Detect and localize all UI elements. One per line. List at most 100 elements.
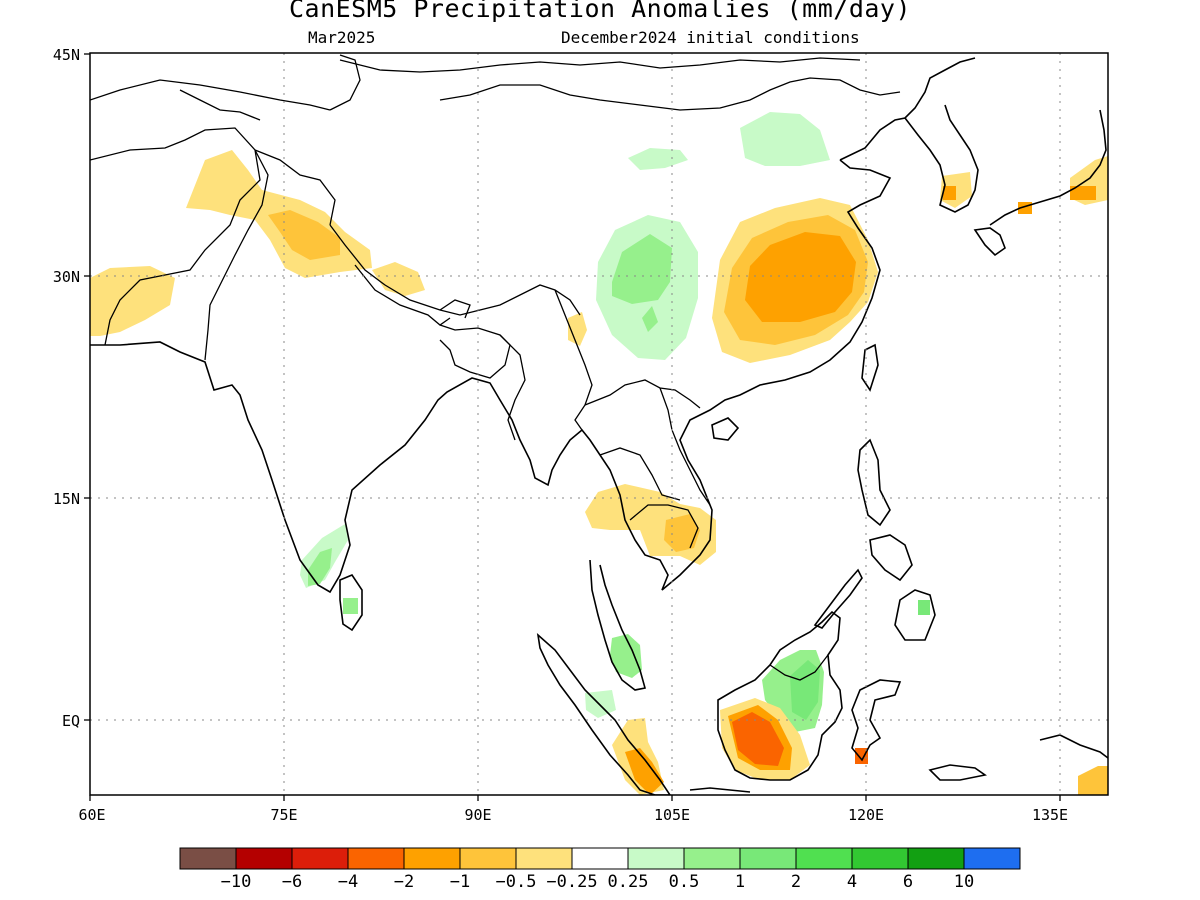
colorbar-label: −0.5 xyxy=(495,872,537,892)
anomaly-region-borneo-dry-core xyxy=(732,712,784,766)
anomaly-region-myanmar xyxy=(568,312,587,346)
coastlines xyxy=(90,57,1108,795)
initial-conditions: December2024 initial conditions xyxy=(561,28,860,47)
gridlines xyxy=(90,53,1108,795)
coastline-borneo xyxy=(717,610,843,781)
border-myanmar-china xyxy=(554,289,593,431)
coastline-palawan xyxy=(813,568,863,629)
colorbar-swatch xyxy=(459,847,517,870)
anomaly-region-new-guinea xyxy=(1078,766,1108,795)
anomaly-region-inner-mongolia xyxy=(740,112,830,166)
anomaly-region-cambodia xyxy=(664,514,700,552)
colorbar-label: 0.25 xyxy=(607,872,649,892)
colorbar-swatch xyxy=(235,847,293,870)
border-himalaya xyxy=(329,224,581,316)
colorbar-swatch xyxy=(683,847,741,870)
coastline-philippines-luzon xyxy=(857,438,891,527)
anomaly-region-nw-india-core xyxy=(268,210,340,260)
colorbar-label: 10 xyxy=(953,872,975,892)
border-tajik xyxy=(179,89,261,121)
colorbar-label: −4 xyxy=(337,872,359,892)
colorbar-swatch xyxy=(739,847,797,870)
lon-label-120e: 120E xyxy=(848,806,884,824)
coastline-malay-peninsula xyxy=(589,559,647,691)
anomaly-region-japan-core xyxy=(1070,186,1096,200)
anomaly-region-tibet-core xyxy=(612,234,672,304)
border-kazakh-china xyxy=(329,54,361,111)
lon-label-105e: 105E xyxy=(654,806,690,824)
border-bangladesh xyxy=(439,324,511,379)
border-china-laos xyxy=(584,379,701,409)
colorbar-label: 0.5 xyxy=(668,872,700,892)
anomaly-region-sri-lanka xyxy=(343,598,358,614)
map-title: CanESM5 Precipitation Anomalies (mm/day) xyxy=(288,0,912,23)
colorbar-label: 6 xyxy=(902,872,914,892)
colorbar-swatch xyxy=(403,847,461,870)
colorbar-label: −1 xyxy=(449,872,471,892)
border-laos-vietnam xyxy=(659,387,711,506)
coastline-hainan xyxy=(711,417,740,441)
lat-label-45n: 45N xyxy=(53,46,80,64)
colorbar-label: −10 xyxy=(220,872,252,892)
lon-label-135e: 135E xyxy=(1032,806,1068,824)
anomaly-region-philippines xyxy=(918,600,930,615)
colorbar-label: 4 xyxy=(846,872,858,892)
anomaly-region-nepal xyxy=(372,262,425,296)
lon-label-90e: 90E xyxy=(464,806,491,824)
forecast-month: Mar2025 xyxy=(308,28,376,47)
border-mongolia-china xyxy=(439,77,901,111)
coastline-korea xyxy=(904,104,979,213)
lat-label-eq: EQ xyxy=(62,712,80,730)
colorbar xyxy=(179,847,1021,870)
anomaly-region-south-india-core xyxy=(308,548,332,586)
coastline-sri-lanka xyxy=(339,574,363,632)
coastline-sulawesi xyxy=(851,679,902,762)
anomaly-region-malaysia xyxy=(610,634,642,678)
lat-label-15n: 15N xyxy=(53,490,80,508)
anomaly-region-south-china-core xyxy=(745,232,856,322)
colorbar-swatch xyxy=(627,847,685,870)
anomaly-shading xyxy=(90,112,1108,795)
tick-marks xyxy=(84,53,1061,801)
coastline-philippines-mindanao xyxy=(894,589,936,641)
anomaly-region-borneo-wet-core xyxy=(790,660,820,720)
coastline-new-guinea xyxy=(1039,734,1108,759)
border-russia-mongolia xyxy=(339,57,861,73)
colorbar-label: −6 xyxy=(281,872,303,892)
colorbar-swatch xyxy=(963,847,1021,870)
map-frame xyxy=(89,52,1109,796)
border-myanmar-india xyxy=(499,334,526,441)
colorbar-swatch xyxy=(571,847,629,870)
colorbar-swatch xyxy=(179,847,237,870)
border-pakistan-india xyxy=(204,149,269,361)
coastline-taiwan xyxy=(861,343,879,392)
anomaly-region-korea-core xyxy=(943,186,956,200)
lon-label-60e: 60E xyxy=(78,806,105,824)
colorbar-swatch xyxy=(851,847,909,870)
anomaly-region-tibet-core-small xyxy=(642,306,658,332)
border-bhutan xyxy=(439,299,471,319)
coastline-india xyxy=(90,159,892,594)
border-malaysia-borneo xyxy=(769,654,829,681)
border-nepal-south xyxy=(354,264,451,326)
border-cambodia xyxy=(629,504,699,549)
colorbar-label: 2 xyxy=(790,872,802,892)
border-india-china-west xyxy=(254,149,336,226)
colorbar-swatch xyxy=(515,847,573,870)
anomaly-region-sulawesi xyxy=(855,748,868,764)
country-borders xyxy=(90,54,901,681)
coastline-timor xyxy=(928,764,987,781)
colorbar-label: 1 xyxy=(734,872,746,892)
coastline-japan-kyushu xyxy=(973,227,1006,257)
coastline-japan-honshu xyxy=(989,109,1107,226)
colorbar-label: −2 xyxy=(393,872,415,892)
border-thailand-laos xyxy=(599,447,681,501)
border-afghanistan-pakistan xyxy=(90,127,261,346)
coastline-philippines-central xyxy=(869,534,913,582)
coastline-sumatra xyxy=(536,632,671,795)
lon-label-75e: 75E xyxy=(270,806,297,824)
coastline-java xyxy=(689,787,751,793)
border-iran-afghanistan xyxy=(90,79,331,111)
anomaly-region-qinghai xyxy=(628,148,688,170)
